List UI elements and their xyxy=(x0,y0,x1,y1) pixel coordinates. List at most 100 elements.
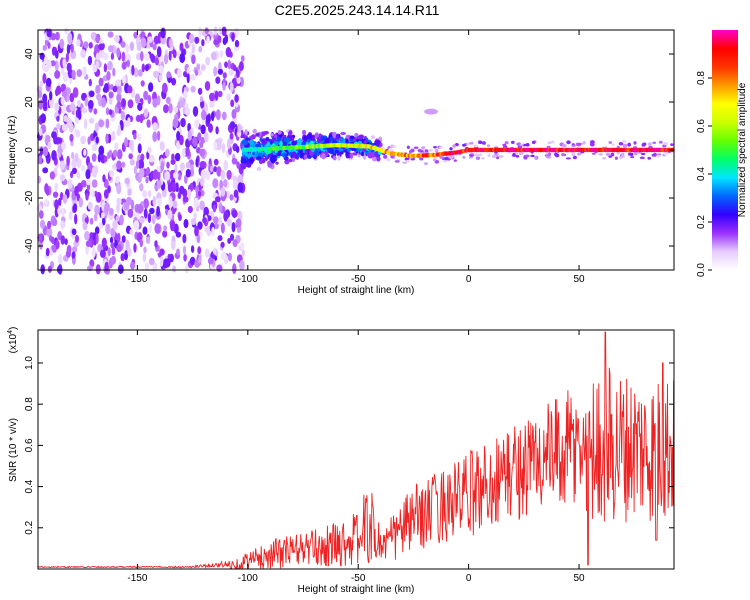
spectrogram-cell xyxy=(64,27,69,35)
spectrogram-cell xyxy=(218,216,223,227)
spectrogram-cell xyxy=(69,133,74,142)
x-tick-label: 50 xyxy=(573,274,585,285)
spectrogram-cell xyxy=(198,26,203,38)
spectrogram-cell xyxy=(345,138,349,144)
spectrogram-cell xyxy=(81,180,87,188)
spectrogram-cell xyxy=(59,38,65,49)
y-tick-label: -40 xyxy=(24,238,35,253)
spectrogram-cell xyxy=(164,171,171,181)
x-tick-label: -50 xyxy=(351,274,366,285)
colorbar-tick-label: 0.4 xyxy=(696,167,707,181)
chart-title: C2E5.2025.243.14.14.R11 xyxy=(275,2,440,18)
spectrogram-cell xyxy=(442,159,447,163)
spectrogram-cell xyxy=(340,136,344,143)
colorbar-label: Normalized spectral amplitude xyxy=(737,82,748,217)
spectrogram-cell xyxy=(566,140,571,145)
spectrogram-cell xyxy=(95,264,101,275)
spectrogram-cell xyxy=(44,198,49,206)
spectrogram-cell xyxy=(306,133,313,140)
spectrogram-cell xyxy=(633,141,637,145)
spectrogram-cell xyxy=(53,136,59,145)
spectrogram-cell xyxy=(462,156,466,159)
spectrogram-cell xyxy=(383,155,388,159)
spectrogram-cell xyxy=(104,261,109,272)
spectrogram-cell xyxy=(198,45,203,53)
spectrogram-cell xyxy=(244,128,248,136)
spectrogram-cell xyxy=(102,216,106,226)
spectrogram-cell xyxy=(120,41,126,48)
spectrogram-cell xyxy=(185,161,191,169)
spectrogram-cell xyxy=(93,108,98,115)
spectrogram-cell xyxy=(103,63,108,73)
spectrogram-cell xyxy=(614,156,618,160)
spectrogram-cell xyxy=(194,36,200,44)
spectrogram-cell xyxy=(49,171,56,180)
spectrogram-cell xyxy=(282,152,287,158)
spectrogram-cell xyxy=(469,142,474,145)
spectrogram-cell xyxy=(187,205,193,214)
spectrogram-cell xyxy=(39,128,43,136)
spectrogram-cell xyxy=(94,190,98,197)
spectrogram-cell xyxy=(45,247,50,257)
spectrogram-cell xyxy=(236,161,240,169)
spectrogram-cell xyxy=(205,114,211,124)
spectrogram-cell xyxy=(448,155,454,160)
spectrogram-cell xyxy=(178,214,182,221)
spectrogram-cell xyxy=(60,96,65,106)
spectrogram-cell xyxy=(70,43,74,53)
spectrogram-cell xyxy=(103,189,109,199)
spectrogram-cell xyxy=(630,156,635,159)
spectrogram-cell xyxy=(69,103,75,112)
spectrogram-cell xyxy=(54,60,59,72)
spectrogram-cell xyxy=(112,85,118,93)
spectrogram-cell xyxy=(561,153,565,157)
spectrogram-cell xyxy=(175,231,182,238)
spectrogram-cell xyxy=(65,250,71,258)
spectrogram-cell xyxy=(116,198,122,205)
spectrogram-cell xyxy=(185,264,189,274)
spectrogram-cell xyxy=(219,50,224,58)
spectrogram-cell xyxy=(77,110,82,120)
spectrogram-cell xyxy=(189,33,195,44)
spectrogram-cell xyxy=(284,159,290,165)
spectrogram-cell xyxy=(237,182,243,193)
spectrogram-cell xyxy=(215,196,221,203)
spectrogram-cell xyxy=(278,149,282,155)
spectrogram-cell xyxy=(621,139,627,144)
spectrogram-cell xyxy=(271,154,278,158)
spectrogram-cell xyxy=(152,169,159,180)
spectrogram-cell xyxy=(152,43,157,51)
spectrogram-cell xyxy=(149,154,155,163)
spectrogram-cell xyxy=(126,196,132,206)
spectrogram-cell xyxy=(475,156,481,160)
spectrogram-cell xyxy=(163,225,168,232)
snr-frame xyxy=(37,329,675,570)
spectrogram-cell xyxy=(76,39,81,47)
spectrogram-cell xyxy=(171,207,176,215)
spectrogram-cell xyxy=(534,156,538,160)
spectrogram-cell xyxy=(71,70,76,79)
x-tick-label: -100 xyxy=(238,274,258,285)
spectrogram-cell xyxy=(213,216,219,224)
spectrogram-cell xyxy=(116,203,120,213)
spectrogram-cell xyxy=(197,69,203,76)
spectrogram-cell xyxy=(91,153,97,162)
spectrogram-cell xyxy=(221,251,227,261)
spectrogram-cell xyxy=(199,141,204,149)
spectrogram-cell xyxy=(240,157,247,165)
spectrogram-cell xyxy=(241,249,245,257)
spectrogram-cell xyxy=(52,218,58,226)
spectrogram-cell xyxy=(199,148,206,157)
spectrogram-cell xyxy=(379,142,383,147)
spectrogram-cell xyxy=(525,143,530,147)
spectrogram-cell xyxy=(75,234,79,243)
spectrogram-cell xyxy=(55,85,62,95)
snr-line-path xyxy=(37,331,675,570)
spectrogram-cell xyxy=(108,91,114,99)
spectrogram-cell xyxy=(54,50,59,59)
spectrogram-cell xyxy=(250,134,256,140)
spectrogram-cell xyxy=(610,152,615,157)
spectrogram-cell xyxy=(185,147,190,157)
spectrogram-x-axis-label: Height of straight line (km) xyxy=(298,285,415,296)
spectrogram-cell xyxy=(153,70,159,79)
